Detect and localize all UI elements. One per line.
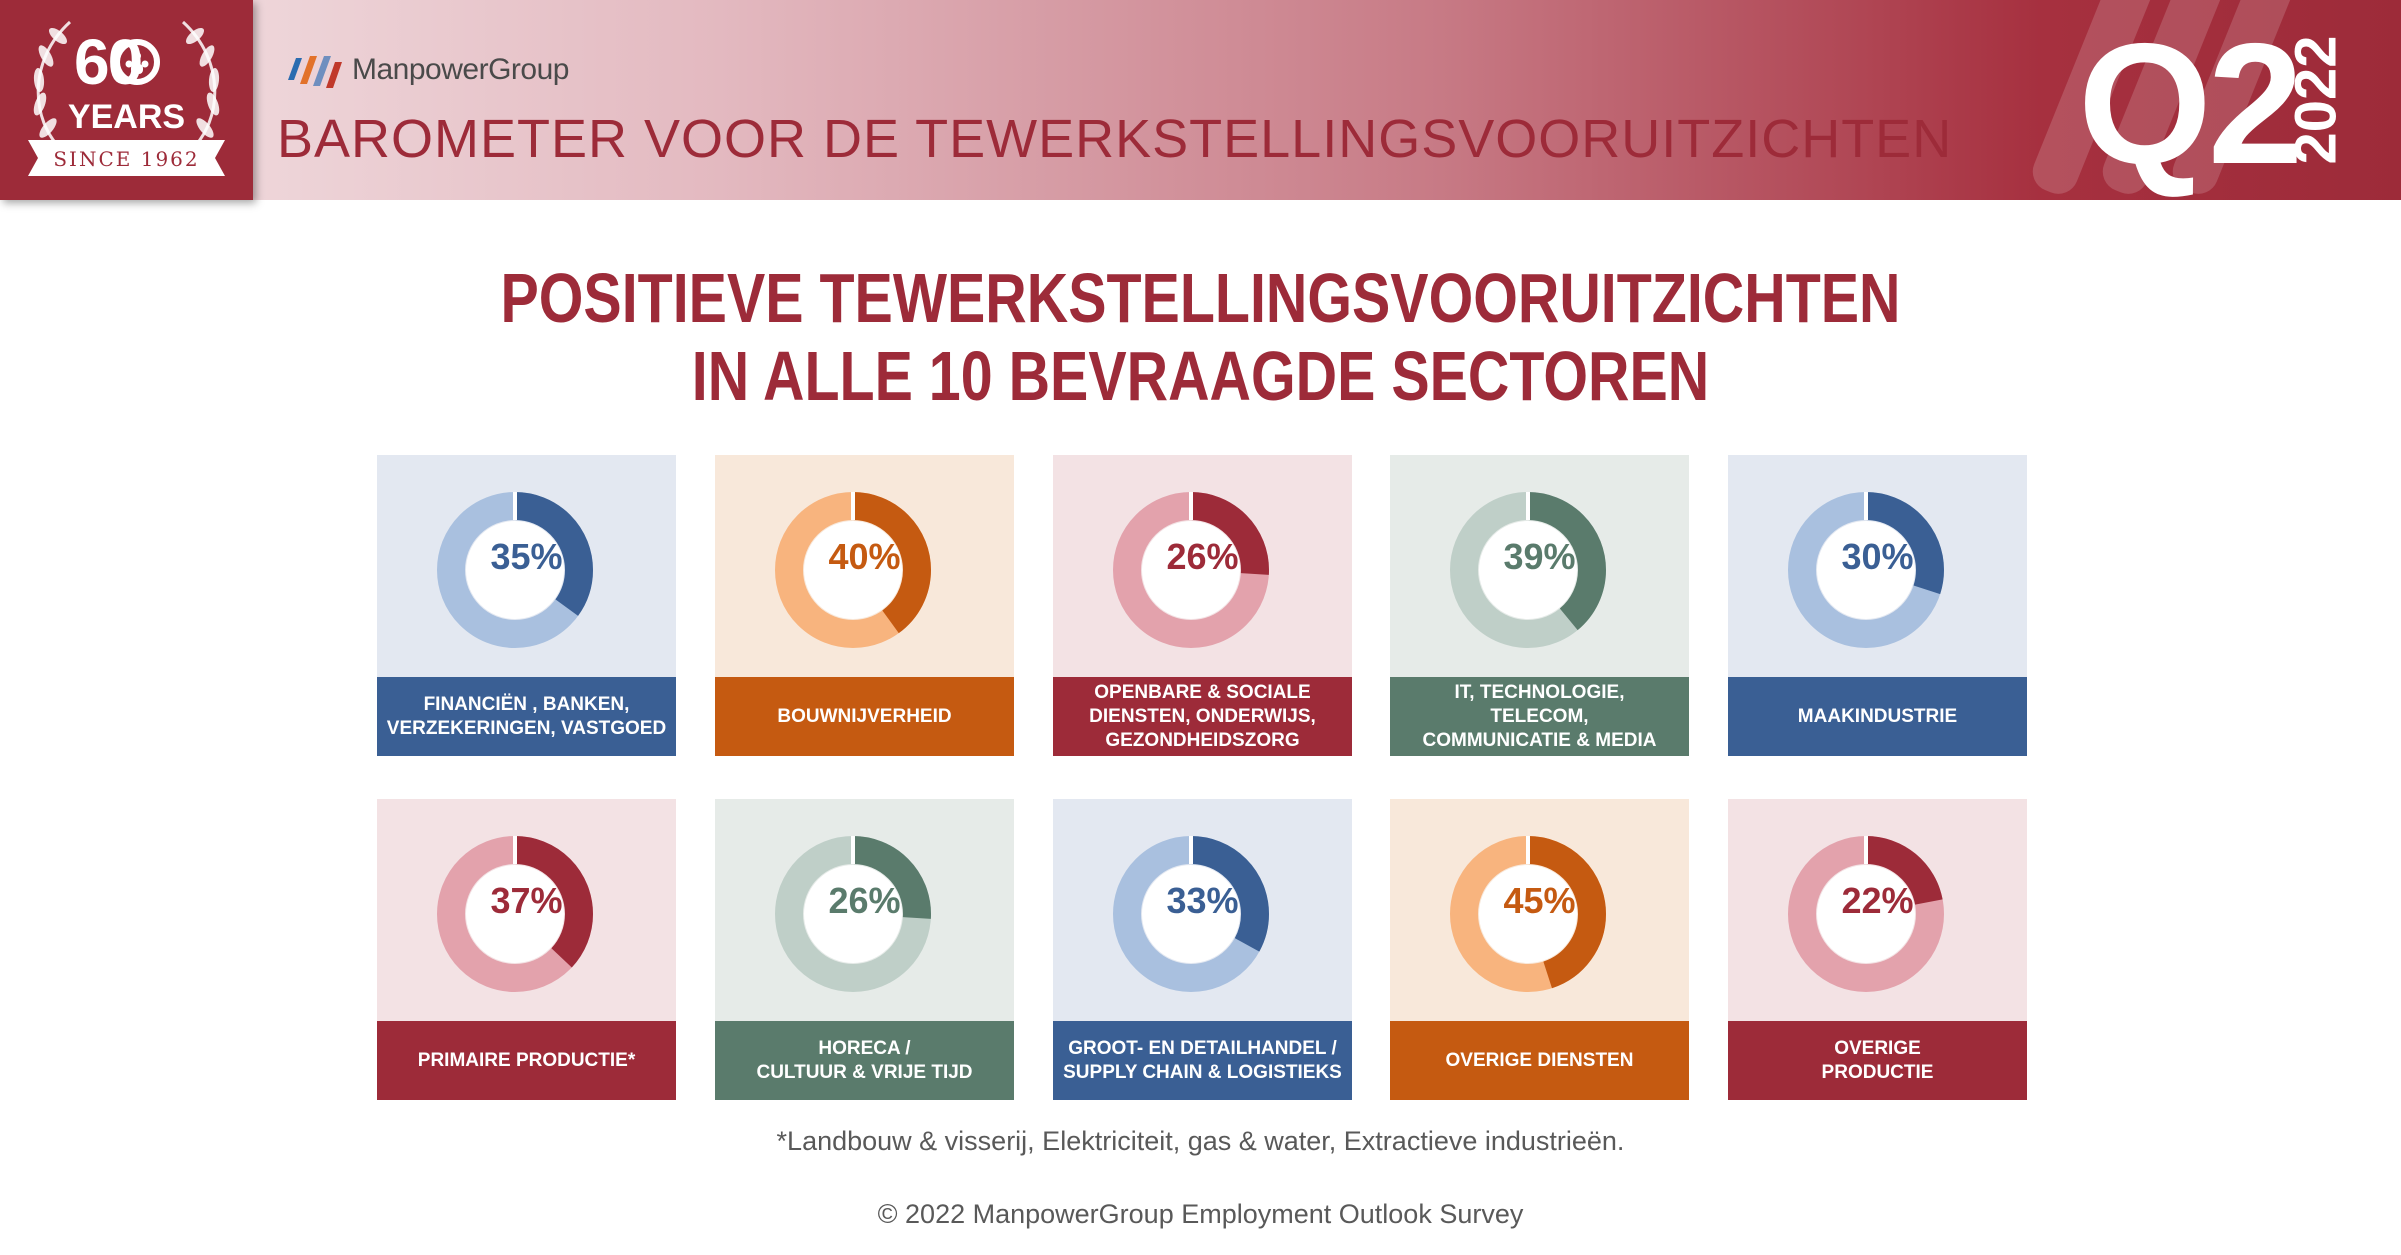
manpowergroup-logo: ManpowerGroup	[280, 44, 569, 96]
donut-center	[466, 865, 564, 963]
sector-label: GROOT- EN DETAILHANDEL / SUPPLY CHAIN & …	[1053, 1021, 1352, 1100]
donut-center	[1817, 865, 1915, 963]
brand-name: ManpowerGroup	[352, 53, 569, 86]
donut-chart	[1450, 836, 1606, 992]
percentage-label: 22%	[1841, 880, 1914, 921]
sector-label: OVERIGE PRODUCTIE	[1728, 1021, 2027, 1100]
sector-label: PRIMAIRE PRODUCTIE*	[377, 1021, 676, 1100]
percentage-label: 40%	[828, 536, 901, 577]
donut-chart	[1113, 836, 1269, 992]
year-text: 2022	[2283, 35, 2349, 165]
sector-card: 33% GROOT- EN DETAILHANDEL / SUPPLY CHAIN…	[1053, 799, 1352, 1100]
sector-label: FINANCIËN , BANKEN, VERZEKERINGEN, VASTG…	[377, 677, 676, 756]
sector-card: 45% OVERIGE DIENSTEN	[1390, 799, 1689, 1100]
badge-ribbon-text: SINCE 1962	[53, 147, 200, 171]
sector-card: 22% OVERIGE PRODUCTIE	[1728, 799, 2027, 1100]
sector-label: OPENBARE & SOCIALE DIENSTEN, ONDERWIJS, …	[1053, 677, 1352, 756]
percentage-label: 39%	[1503, 536, 1576, 577]
sector-label: MAAKINDUSTRIE	[1728, 677, 2027, 756]
sector-label-text: MAAKINDUSTRIE	[1797, 705, 1958, 727]
percentage-label: 35%	[490, 536, 563, 577]
donut-chart	[1788, 836, 1944, 992]
donut-center	[804, 521, 902, 619]
sector-label-text: GROOT- EN DETAILHANDEL / SUPPLY CHAIN & …	[1063, 1037, 1342, 1083]
donut-center	[1142, 865, 1240, 963]
donut-chart	[437, 492, 593, 648]
page-title: BAROMETER VOOR DE TEWERKSTELLINGSVOORUIT…	[277, 109, 1953, 169]
sector-label: HORECA / CULTUUR & VRIJE TIJD	[715, 1021, 1014, 1100]
sector-label: IT, TECHNOLOGIE, TELECOM, COMMUNICATIE &…	[1390, 677, 1689, 756]
percentage-label: 45%	[1503, 880, 1576, 921]
sector-label-text: HORECA / CULTUUR & VRIJE TIJD	[756, 1037, 973, 1083]
percentage-label: 26%	[1166, 536, 1239, 577]
sector-label-text: PRIMAIRE PRODUCTIE*	[417, 1049, 636, 1071]
donut-center	[804, 865, 902, 963]
donut-chart	[1788, 492, 1944, 648]
header-banner: 60 YEARS SINCE 1962 ManpowerGroup BAROME…	[0, 0, 2401, 200]
badge-years: YEARS	[67, 98, 186, 136]
manpower-stripes-icon	[288, 56, 342, 88]
percentage-label: 37%	[490, 880, 563, 921]
sector-card: 35% FINANCIËN , BANKEN, VERZEKERINGEN, VA…	[377, 455, 676, 756]
sector-label-text: IT, TECHNOLOGIE, TELECOM, COMMUNICATIE &…	[1422, 681, 1657, 751]
sector-card: 26% HORECA / CULTUUR & VRIJE TIJD	[715, 799, 1014, 1100]
percentage-label: 33%	[1166, 880, 1239, 921]
year-label: 2022	[2284, 0, 2349, 200]
sector-label-text: OVERIGE PRODUCTIE	[1821, 1037, 1934, 1083]
badge-number: 60	[74, 26, 143, 98]
donut-center	[1479, 865, 1577, 963]
copyright: © 2022 ManpowerGroup Employment Outlook …	[877, 1199, 1524, 1229]
donut-chart	[437, 836, 593, 992]
laurel-wreath-icon	[28, 20, 225, 176]
sector-label-text: OVERIGE DIENSTEN	[1445, 1049, 1634, 1071]
percentage-label: 26%	[828, 880, 901, 921]
quarter-label: Q2	[2078, 8, 2303, 200]
anniversary-badge: 60 YEARS SINCE 1962	[0, 0, 253, 200]
sector-card: 37% PRIMAIRE PRODUCTIE*	[377, 799, 676, 1100]
sector-card: 26% OPENBARE & SOCIALE DIENSTEN, ONDERWIJ…	[1053, 455, 1352, 756]
percentage-label: 30%	[1841, 536, 1914, 577]
sector-card: 40% BOUWNIJVERHEID	[715, 455, 1014, 756]
donut-chart	[775, 836, 931, 992]
sector-label-text: BOUWNIJVERHEID	[777, 705, 952, 727]
sector-label: BOUWNIJVERHEID	[715, 677, 1014, 756]
donut-center	[1479, 521, 1577, 619]
sector-label: OVERIGE DIENSTEN	[1390, 1021, 1689, 1100]
donut-chart	[775, 492, 931, 648]
donut-center	[466, 521, 564, 619]
donut-center	[1817, 521, 1915, 619]
sector-label-text: OPENBARE & SOCIALE DIENSTEN, ONDERWIJS, …	[1089, 681, 1316, 751]
sector-label-text: FINANCIËN , BANKEN, VERZEKERINGEN, VASTG…	[386, 693, 667, 739]
donut-chart	[1450, 492, 1606, 648]
headline-line-1: POSITIEVE TEWERKSTELLINGSVOORUITZICHTEN	[500, 259, 1901, 337]
footnote: *Landbouw & visserij, Elektriciteit, gas…	[776, 1126, 1625, 1156]
sector-card: 30% MAAKINDUSTRIE	[1728, 455, 2027, 756]
donut-center	[1142, 521, 1240, 619]
donut-chart	[1113, 492, 1269, 648]
sector-card: 39% IT, TECHNOLOGIE, TELECOM, COMMUNICATI…	[1390, 455, 1689, 756]
headline-line-2: IN ALLE 10 BEVRAAGDE SECTOREN	[691, 337, 1710, 415]
